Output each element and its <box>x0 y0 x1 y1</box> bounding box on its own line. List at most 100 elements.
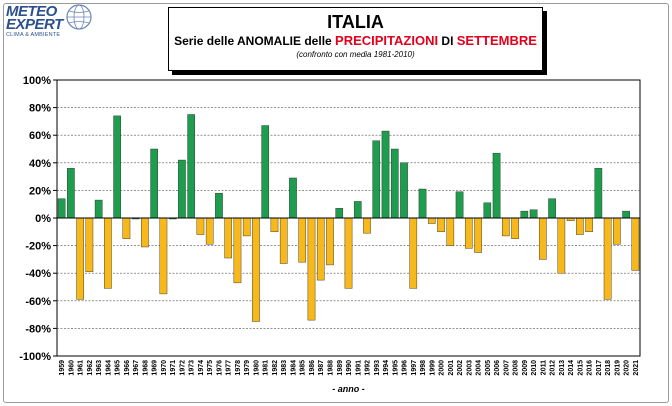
subtitle-part-3: delle <box>301 34 336 48</box>
bar <box>372 140 381 219</box>
x-tick-label: 2020 <box>624 360 631 376</box>
x-tick-label: 1988 <box>327 360 334 376</box>
meteo-expert-logo: METEO EXPERT CLIMA & AMBIENTE <box>6 3 96 38</box>
x-tick-label: 1982 <box>272 360 279 376</box>
x-tick-label: 1962 <box>87 360 94 376</box>
x-tick-label: 1978 <box>235 360 242 376</box>
x-tick-label: 1960 <box>68 360 75 376</box>
bar <box>390 148 399 219</box>
logo-subtitle: CLIMA & AMBIENTE <box>6 32 61 38</box>
x-tick-label: 1966 <box>124 360 131 376</box>
bar <box>381 130 390 219</box>
y-tick-label: -60% <box>25 296 51 308</box>
bar <box>298 217 307 263</box>
bar <box>585 217 593 233</box>
y-tick-label: 100% <box>23 75 51 87</box>
bar <box>279 217 288 264</box>
bar <box>557 217 566 274</box>
x-tick-label: 1987 <box>318 360 325 376</box>
x-tick-label: 2004 <box>476 360 483 376</box>
bar <box>252 217 260 322</box>
bar <box>307 217 316 321</box>
bar <box>353 201 362 219</box>
bar <box>159 217 168 295</box>
bar <box>603 217 612 300</box>
x-tick-label: 1971 <box>170 360 177 376</box>
globe-icon <box>66 4 92 30</box>
y-tick-label: 40% <box>29 158 51 170</box>
x-tick-label: 1991 <box>355 360 362 376</box>
x-tick-label: 1976 <box>216 360 223 376</box>
chart-title: ITALIA <box>327 12 384 32</box>
subtitle-part-2: ANOMALIE <box>237 34 302 48</box>
bar <box>94 199 103 219</box>
x-tick-label: 2008 <box>513 360 520 376</box>
bar <box>474 217 482 253</box>
bar <box>594 168 603 219</box>
bar <box>187 114 195 219</box>
x-tick-label: 2003 <box>466 360 473 376</box>
bar <box>437 217 445 233</box>
y-tick-label: 0% <box>35 213 51 225</box>
bar <box>122 217 131 239</box>
x-tick-label: 1973 <box>189 360 196 376</box>
bar <box>141 217 149 248</box>
bar <box>178 159 186 219</box>
bar <box>418 188 427 219</box>
subtitle-part-4: PRECIPITAZIONI <box>335 33 439 48</box>
x-tick-label: 2005 <box>485 360 492 376</box>
x-tick-label: 2007 <box>503 360 510 376</box>
x-tick-label: 1986 <box>309 360 316 376</box>
bar <box>409 217 418 289</box>
bar <box>261 125 270 219</box>
bar <box>446 217 455 246</box>
x-tick-label: 2018 <box>605 360 612 376</box>
bar <box>483 202 492 219</box>
bar <box>455 191 464 219</box>
x-tick-label: 1983 <box>281 360 288 376</box>
logo-text-meteo: METEO <box>6 3 57 20</box>
bar <box>242 217 251 237</box>
x-tick-label: 1992 <box>365 360 372 376</box>
bar <box>400 162 408 219</box>
bar <box>520 210 529 219</box>
bar <box>427 217 436 224</box>
bar <box>205 217 214 245</box>
x-tick-label: 1998 <box>420 360 427 376</box>
bar <box>631 217 640 271</box>
bar <box>363 217 371 234</box>
x-tick-label: 2016 <box>587 360 594 376</box>
x-tick-label: 1979 <box>244 360 251 376</box>
bar <box>113 115 121 219</box>
x-tick-label: 1967 <box>133 360 140 376</box>
x-tick-label: 1968 <box>142 360 149 376</box>
bar <box>613 217 621 245</box>
x-tick-label: 2019 <box>614 360 621 376</box>
logo-text-expert: EXPERT <box>6 16 63 33</box>
x-tick-label: 2017 <box>596 360 603 376</box>
y-tick-label: -40% <box>25 268 51 280</box>
bar <box>270 217 279 233</box>
x-tick-label: 1993 <box>374 360 381 376</box>
x-tick-label: 1990 <box>346 360 353 376</box>
x-tick-label: 2015 <box>577 360 584 376</box>
chart-title-box: ITALIA Serie delle ANOMALIE delle PRECIP… <box>168 7 543 71</box>
x-tick-label: 1984 <box>290 360 297 376</box>
x-tick-label: 1961 <box>78 360 85 376</box>
bar <box>104 217 112 289</box>
bar <box>502 217 510 237</box>
x-tick-label: 1994 <box>383 360 390 376</box>
x-tick-label: 2012 <box>550 360 557 376</box>
x-tick-label: 1997 <box>411 360 418 376</box>
bar <box>326 217 334 266</box>
subtitle-part-1: Serie delle <box>174 34 238 48</box>
x-tick-label: 1959 <box>59 360 66 376</box>
bar <box>150 148 158 219</box>
x-tick-label: 2011 <box>540 360 547 375</box>
x-tick-label: 2002 <box>457 360 464 376</box>
x-tick-label: 1981 <box>263 360 270 376</box>
x-tick-label: 1999 <box>429 360 436 376</box>
x-tick-label: 2014 <box>568 360 575 376</box>
bar <box>464 217 473 249</box>
